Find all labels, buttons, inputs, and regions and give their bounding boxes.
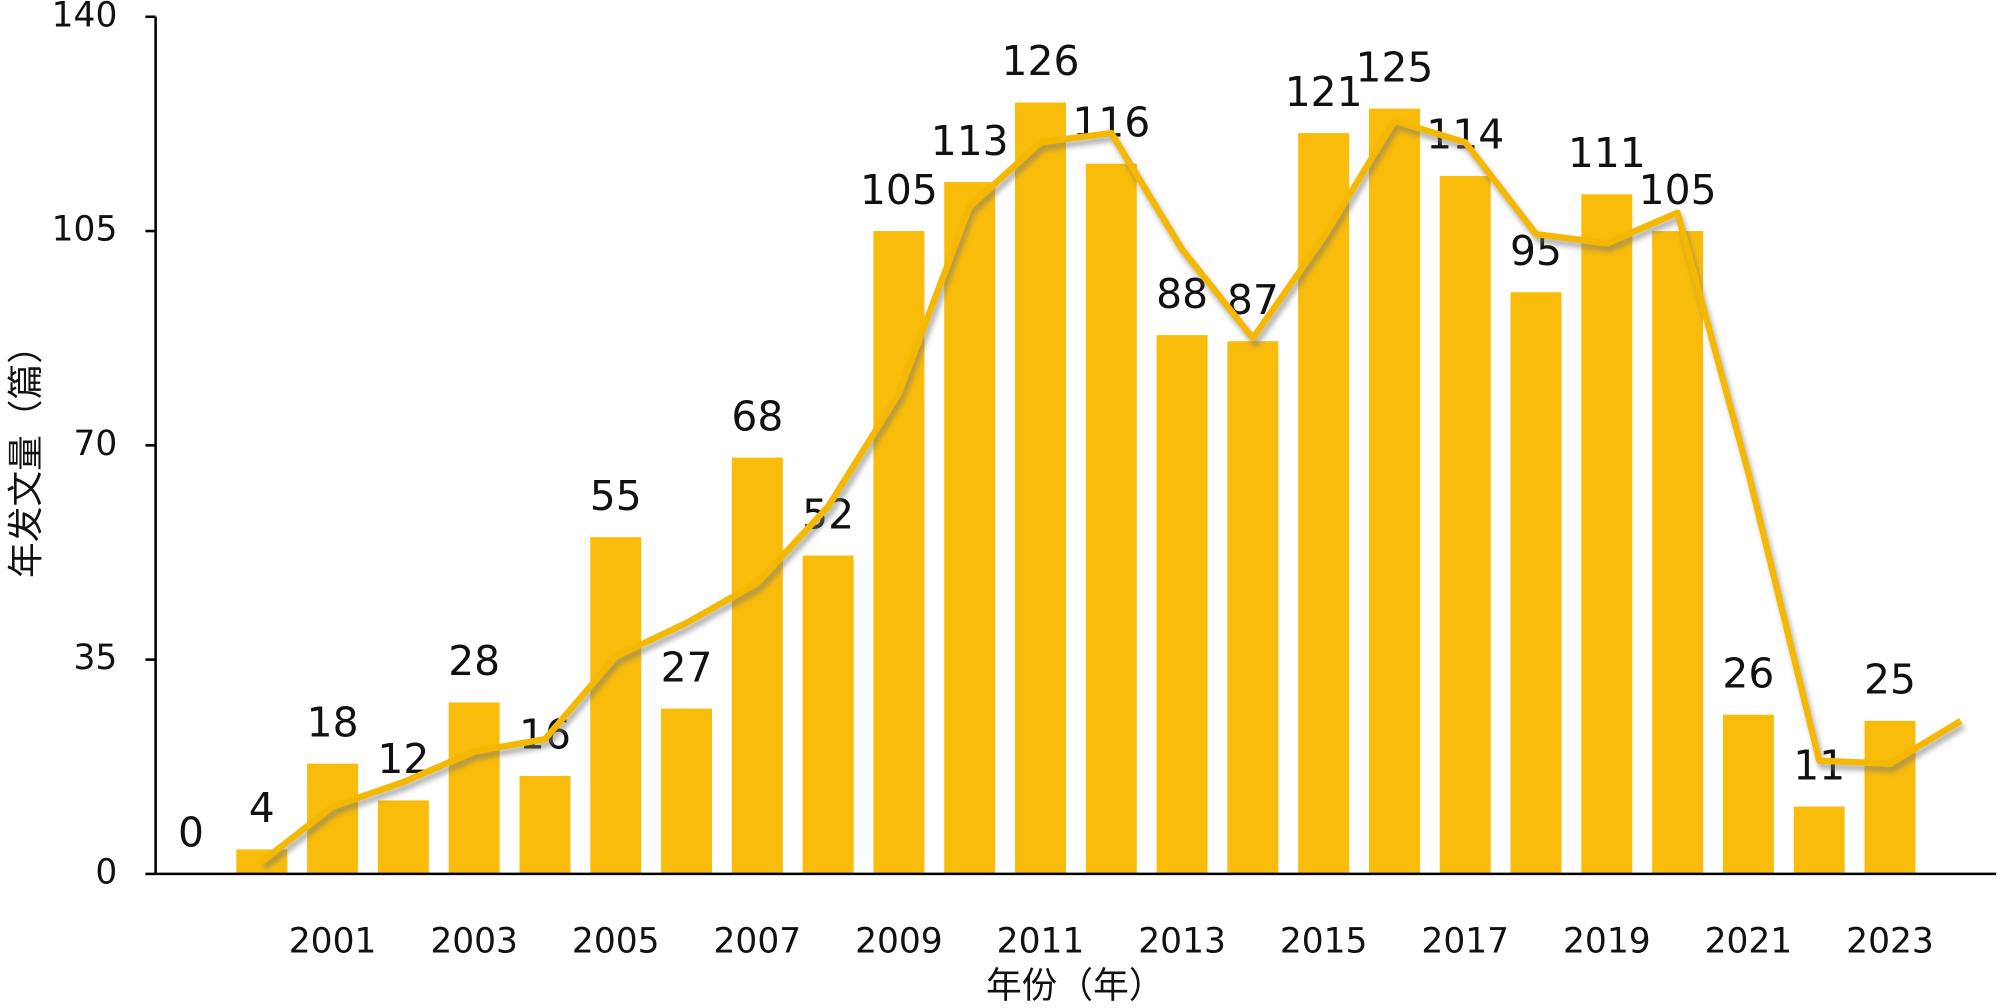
- x-tick-label: 2013: [1138, 921, 1226, 961]
- bar: [1227, 341, 1279, 874]
- bar: [377, 800, 429, 874]
- bar: [1652, 231, 1704, 874]
- x-tick-label: 2007: [714, 921, 802, 961]
- data-label: 105: [1639, 166, 1717, 214]
- data-label: 55: [590, 472, 642, 520]
- x-tick-label: 2001: [289, 921, 377, 961]
- bar: [519, 775, 571, 874]
- data-label: 88: [1156, 270, 1208, 318]
- bar: [731, 457, 783, 874]
- data-label: 27: [661, 643, 713, 691]
- x-tick-label: 2019: [1563, 921, 1651, 961]
- bar: [1722, 714, 1774, 874]
- x-tick-label: 2023: [1846, 921, 1934, 961]
- x-tick-label: 2003: [430, 921, 518, 961]
- bar: [944, 182, 996, 874]
- data-label: 28: [448, 637, 500, 685]
- bar: [1581, 194, 1633, 874]
- x-tick-label: 2017: [1421, 921, 1509, 961]
- data-label: 113: [931, 117, 1009, 165]
- data-label: 26: [1722, 649, 1774, 697]
- y-tick-label: 0: [95, 852, 117, 892]
- bar: [1793, 806, 1845, 874]
- bar: [1439, 175, 1491, 874]
- data-label: 105: [860, 166, 938, 214]
- data-label: 125: [1356, 43, 1434, 91]
- data-label: 126: [1002, 37, 1080, 85]
- y-tick-label: 70: [74, 424, 118, 464]
- x-tick-label: 2015: [1280, 921, 1368, 961]
- x-tick-label: 2011: [997, 921, 1085, 961]
- bar: [1015, 102, 1066, 874]
- y-axis-label: 年发文量（篇）: [6, 328, 47, 578]
- y-tick-label: 140: [52, 0, 118, 35]
- bar: [873, 231, 925, 874]
- x-axis-label: 年份（年）: [986, 965, 1165, 1006]
- bar: [1298, 133, 1350, 874]
- bar: [1368, 108, 1420, 874]
- data-label: 4: [249, 784, 275, 832]
- x-tick-label: 2021: [1705, 921, 1793, 961]
- bar: [1085, 163, 1137, 874]
- y-tick-label: 35: [74, 638, 118, 678]
- data-label: 0: [178, 809, 204, 857]
- bar: [1864, 720, 1916, 874]
- data-label: 52: [802, 490, 854, 538]
- data-label: 68: [731, 392, 783, 440]
- bar: [661, 708, 713, 874]
- bar: [1510, 292, 1562, 874]
- data-label: 121: [1285, 68, 1363, 116]
- data-label: 25: [1864, 656, 1916, 704]
- x-tick-label: 2009: [855, 921, 943, 961]
- bar: [590, 537, 642, 874]
- x-tick-label: 2005: [572, 921, 660, 961]
- bar: [802, 555, 854, 874]
- data-label: 18: [307, 698, 359, 746]
- bar: [448, 702, 500, 874]
- data-label: 111: [1568, 129, 1646, 177]
- trend-line: [259, 117, 1963, 865]
- bar: [1156, 335, 1208, 874]
- y-tick-label: 105: [52, 210, 118, 250]
